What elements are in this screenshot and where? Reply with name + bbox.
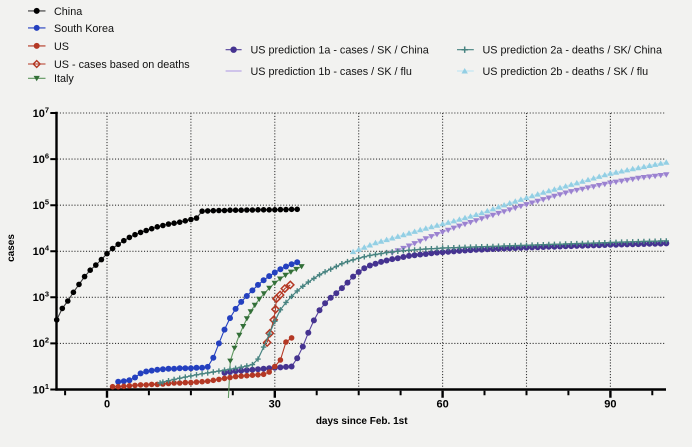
svg-text:US prediction 1b - cases / SK: US prediction 1b - cases / SK / flu xyxy=(251,66,412,78)
svg-text:cases: cases xyxy=(6,234,17,262)
svg-text:0: 0 xyxy=(104,399,110,411)
svg-text:US prediction 2a - deaths / SK: US prediction 2a - deaths / SK/ China xyxy=(483,45,662,57)
svg-text:60: 60 xyxy=(436,399,448,411)
svg-text:US prediction 1a - cases / SK: US prediction 1a - cases / SK / China xyxy=(251,45,429,57)
svg-text:90: 90 xyxy=(604,399,616,411)
svg-text:China: China xyxy=(54,6,82,18)
svg-text:US: US xyxy=(54,41,69,53)
svg-text:US - cases based on deaths: US - cases based on deaths xyxy=(54,59,190,71)
svg-text:Italy: Italy xyxy=(54,73,74,85)
svg-text:days since Feb. 1st: days since Feb. 1st xyxy=(316,416,408,427)
svg-text:South Korea: South Korea xyxy=(54,23,114,35)
svg-text:30: 30 xyxy=(269,399,281,411)
svg-text:US prediction 2b - deaths / SK: US prediction 2b - deaths / SK / flu xyxy=(483,66,649,78)
